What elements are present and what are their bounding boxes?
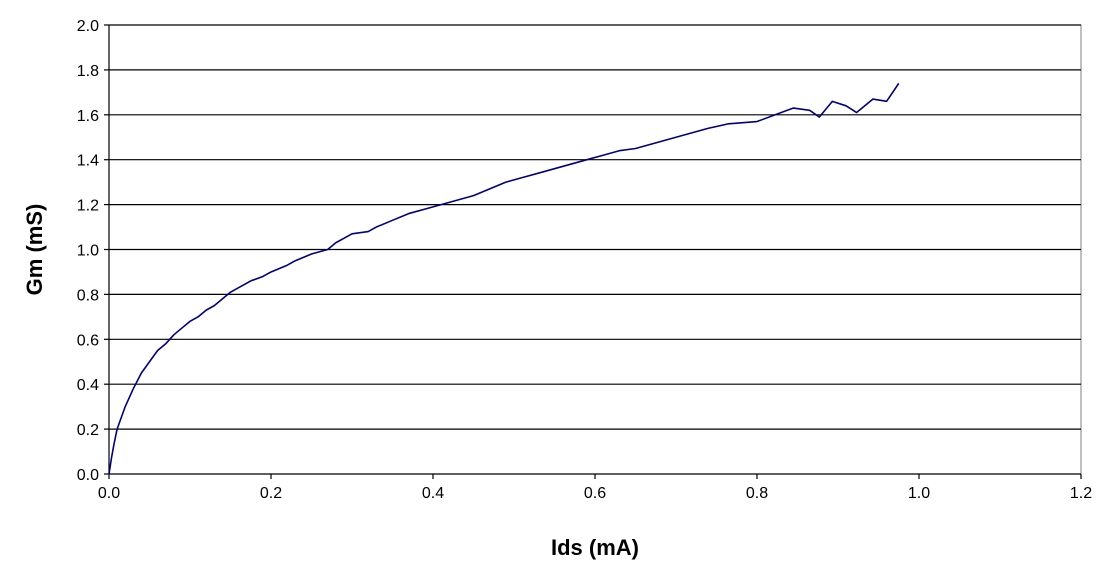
y-tick-label: 0.0 (77, 467, 99, 484)
x-tick-label: 0.8 (746, 485, 768, 502)
y-tick-label: 0.4 (77, 377, 99, 394)
y-tick-label: 1.2 (77, 198, 99, 215)
x-tick-label: 1.2 (1070, 485, 1092, 502)
y-tick-label: 0.8 (77, 287, 99, 304)
x-tick-label: 0.4 (422, 485, 444, 502)
x-tick-labels: 0.0 0.2 0.4 0.6 0.8 1.0 1.2 (98, 485, 1092, 502)
y-tick-label: 1.6 (77, 108, 99, 125)
x-tick-label: 0.2 (260, 485, 282, 502)
x-tick-label: 0.6 (584, 485, 606, 502)
y-tick-label: 2.0 (77, 18, 99, 35)
y-tick-label: 1.8 (77, 63, 99, 80)
y-tick-labels: 0.0 0.2 0.4 0.6 0.8 1.0 1.2 1.4 1.6 1.8 2.0 (77, 18, 99, 484)
y-axis-title: Gm (mS) (22, 204, 47, 296)
x-tick-label: 0.0 (98, 485, 120, 502)
x-tick-label: 1.0 (908, 485, 930, 502)
y-tick-label: 0.6 (77, 332, 99, 349)
series-group (108, 82, 900, 475)
y-tick-label: 0.2 (77, 422, 99, 439)
x-axis-title: Ids (mA) (551, 535, 639, 560)
series-line (108, 82, 900, 475)
axes (104, 24, 1082, 479)
y-tick-label: 1.0 (77, 243, 99, 260)
y-tick-label: 1.4 (77, 153, 99, 170)
gridlines (109, 24, 1081, 430)
